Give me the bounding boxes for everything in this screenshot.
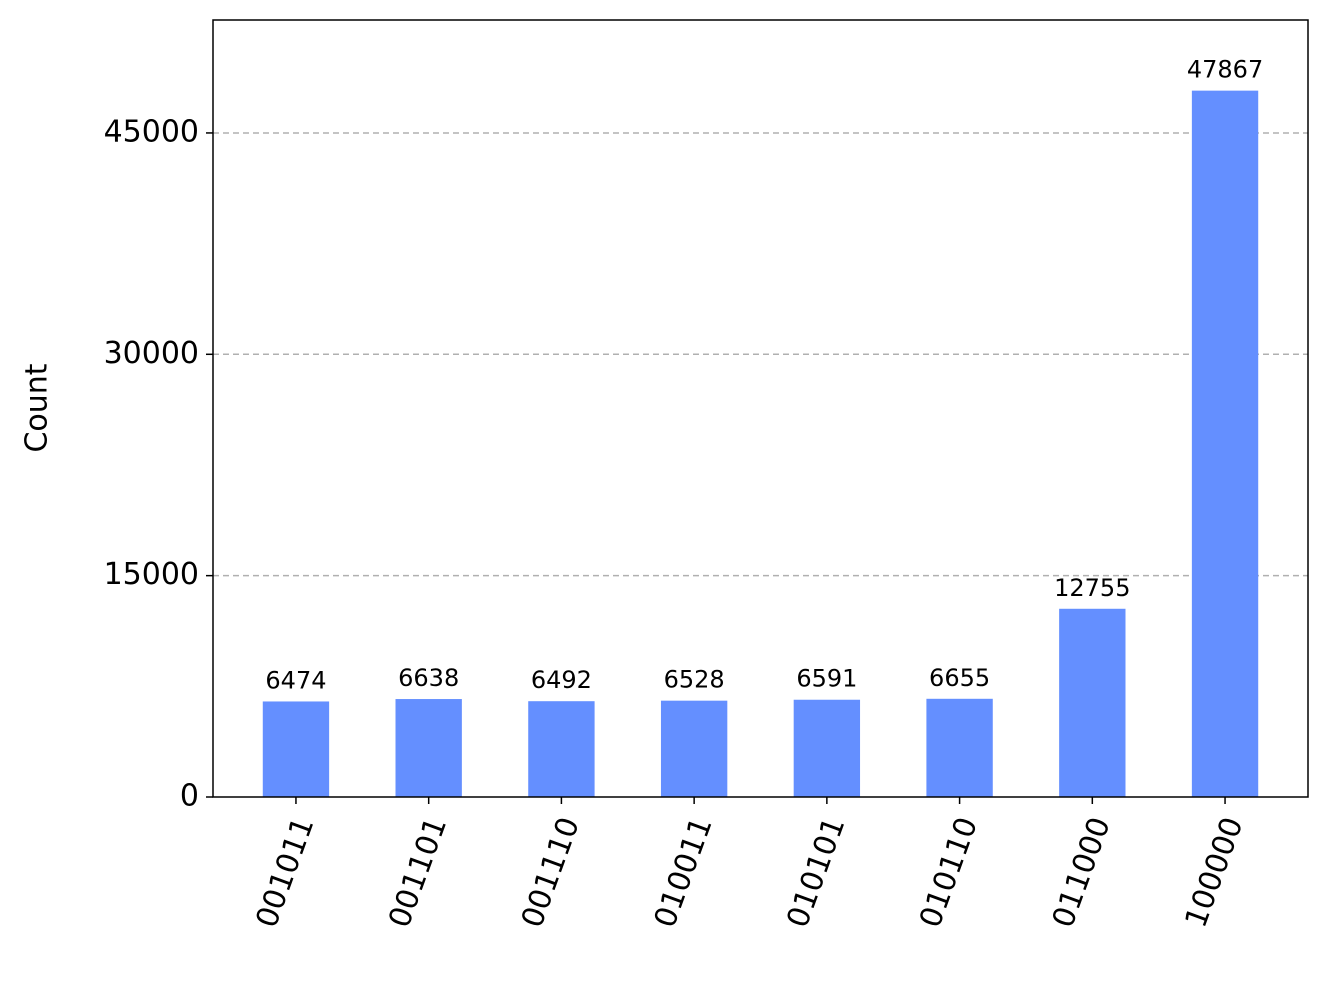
x-tick-label: 001011 (249, 813, 321, 933)
value-label: 6591 (796, 665, 857, 693)
bar (1059, 608, 1126, 797)
x-tick-label: 010011 (648, 813, 720, 933)
plot-frame (212, 19, 1309, 798)
y-tick-label: 0 (180, 779, 199, 814)
x-tick-label: 001110 (515, 813, 587, 933)
y-axis-label: Count (20, 363, 55, 452)
value-label: 6655 (929, 664, 990, 692)
bar (660, 700, 728, 797)
value-label: 12755 (1054, 574, 1130, 602)
value-label: 6474 (265, 666, 326, 694)
y-tick-label: 30000 (104, 336, 199, 371)
value-label: 47867 (1187, 56, 1263, 84)
bar (1191, 90, 1259, 798)
value-label: 6528 (664, 666, 725, 694)
y-tick-label: 15000 (104, 557, 199, 592)
y-tick-label: 45000 (104, 114, 199, 149)
value-label: 6492 (531, 666, 592, 694)
bar (793, 699, 861, 797)
bar (395, 699, 462, 797)
value-label: 6638 (398, 664, 459, 692)
bar (528, 701, 595, 797)
bar (926, 698, 993, 797)
bar (262, 701, 330, 797)
x-tick-label: 001101 (382, 813, 454, 933)
x-tick-label: 010101 (780, 813, 852, 933)
x-tick-label: 100000 (1178, 813, 1250, 933)
x-tick-label: 011000 (1046, 813, 1118, 933)
x-tick-label: 010110 (913, 813, 985, 933)
